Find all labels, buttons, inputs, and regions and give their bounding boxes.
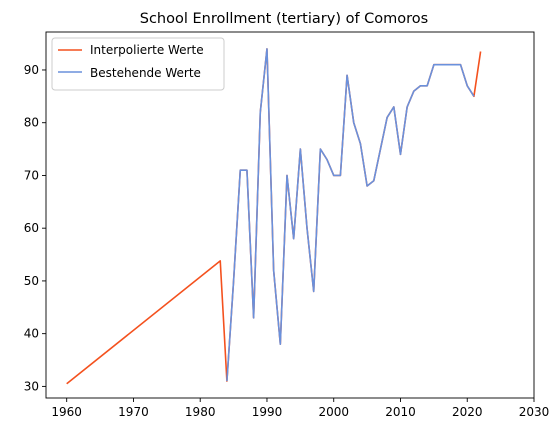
y-tick-label: 70 [24, 168, 39, 182]
legend-label-existing: Bestehende Werte [90, 66, 201, 80]
x-tick-label: 1990 [252, 405, 283, 419]
x-tick-label: 2020 [452, 405, 483, 419]
y-tick-label: 90 [24, 63, 39, 77]
x-tick-label: 1970 [118, 405, 149, 419]
y-tick-label: 30 [24, 379, 39, 393]
plot-area [66, 48, 482, 385]
x-tick-label: 1960 [51, 405, 82, 419]
y-tick-label: 60 [24, 221, 39, 235]
y-axis: 30 40 50 60 70 80 90 [24, 63, 46, 393]
y-tick-label: 40 [24, 327, 39, 341]
series-line-interpolated [66, 48, 482, 385]
legend: Interpolierte Werte Bestehende Werte [51, 37, 225, 91]
legend-label-interpolated: Interpolierte Werte [90, 43, 204, 57]
chart-title: School Enrollment (tertiary) of Comoros [140, 11, 428, 27]
x-tick-label: 2010 [385, 405, 416, 419]
legend-box [51, 37, 225, 91]
x-tick-label: 2030 [519, 405, 550, 419]
x-tick-label: 1980 [185, 405, 216, 419]
y-tick-label: 80 [24, 116, 39, 130]
x-tick-label: 2000 [318, 405, 349, 419]
plot-frame [45, 31, 535, 399]
y-tick-label: 50 [24, 274, 39, 288]
x-axis: 1960 1970 1980 1990 2000 2010 2020 2030 [51, 398, 549, 419]
series-line-existing [226, 48, 475, 382]
